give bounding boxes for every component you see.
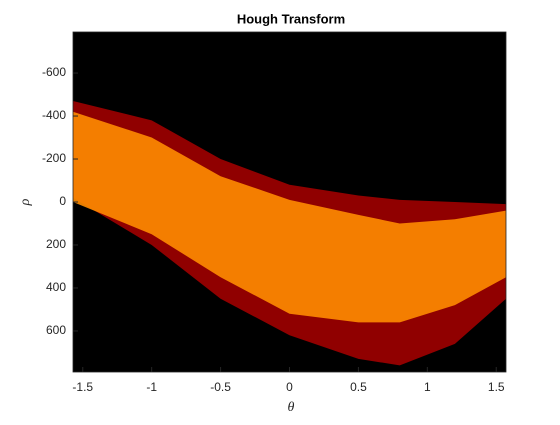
y-tick-label: -600 xyxy=(42,65,66,79)
band xyxy=(73,111,506,323)
y-tick-label: 600 xyxy=(46,323,66,337)
x-tick-label: 0 xyxy=(286,380,293,394)
y-tick-label: 400 xyxy=(46,280,66,294)
x-tick-label: -1.5 xyxy=(72,380,93,394)
x-tick-label: 1 xyxy=(424,380,431,394)
x-tick-label: 1.5 xyxy=(488,380,505,394)
y-tick-label: 0 xyxy=(59,194,66,208)
y-axis-label: ρ xyxy=(18,198,33,206)
y-tick-label: 200 xyxy=(46,237,66,251)
y-tick-label: -200 xyxy=(42,151,66,165)
x-tick-label: 0.5 xyxy=(350,380,367,394)
y-tick-label: -400 xyxy=(42,108,66,122)
x-tick-label: -0.5 xyxy=(210,380,231,394)
chart-title: Hough Transform xyxy=(237,11,345,26)
x-axis-label: θ xyxy=(288,400,295,415)
x-tick-label: -1 xyxy=(146,380,157,394)
